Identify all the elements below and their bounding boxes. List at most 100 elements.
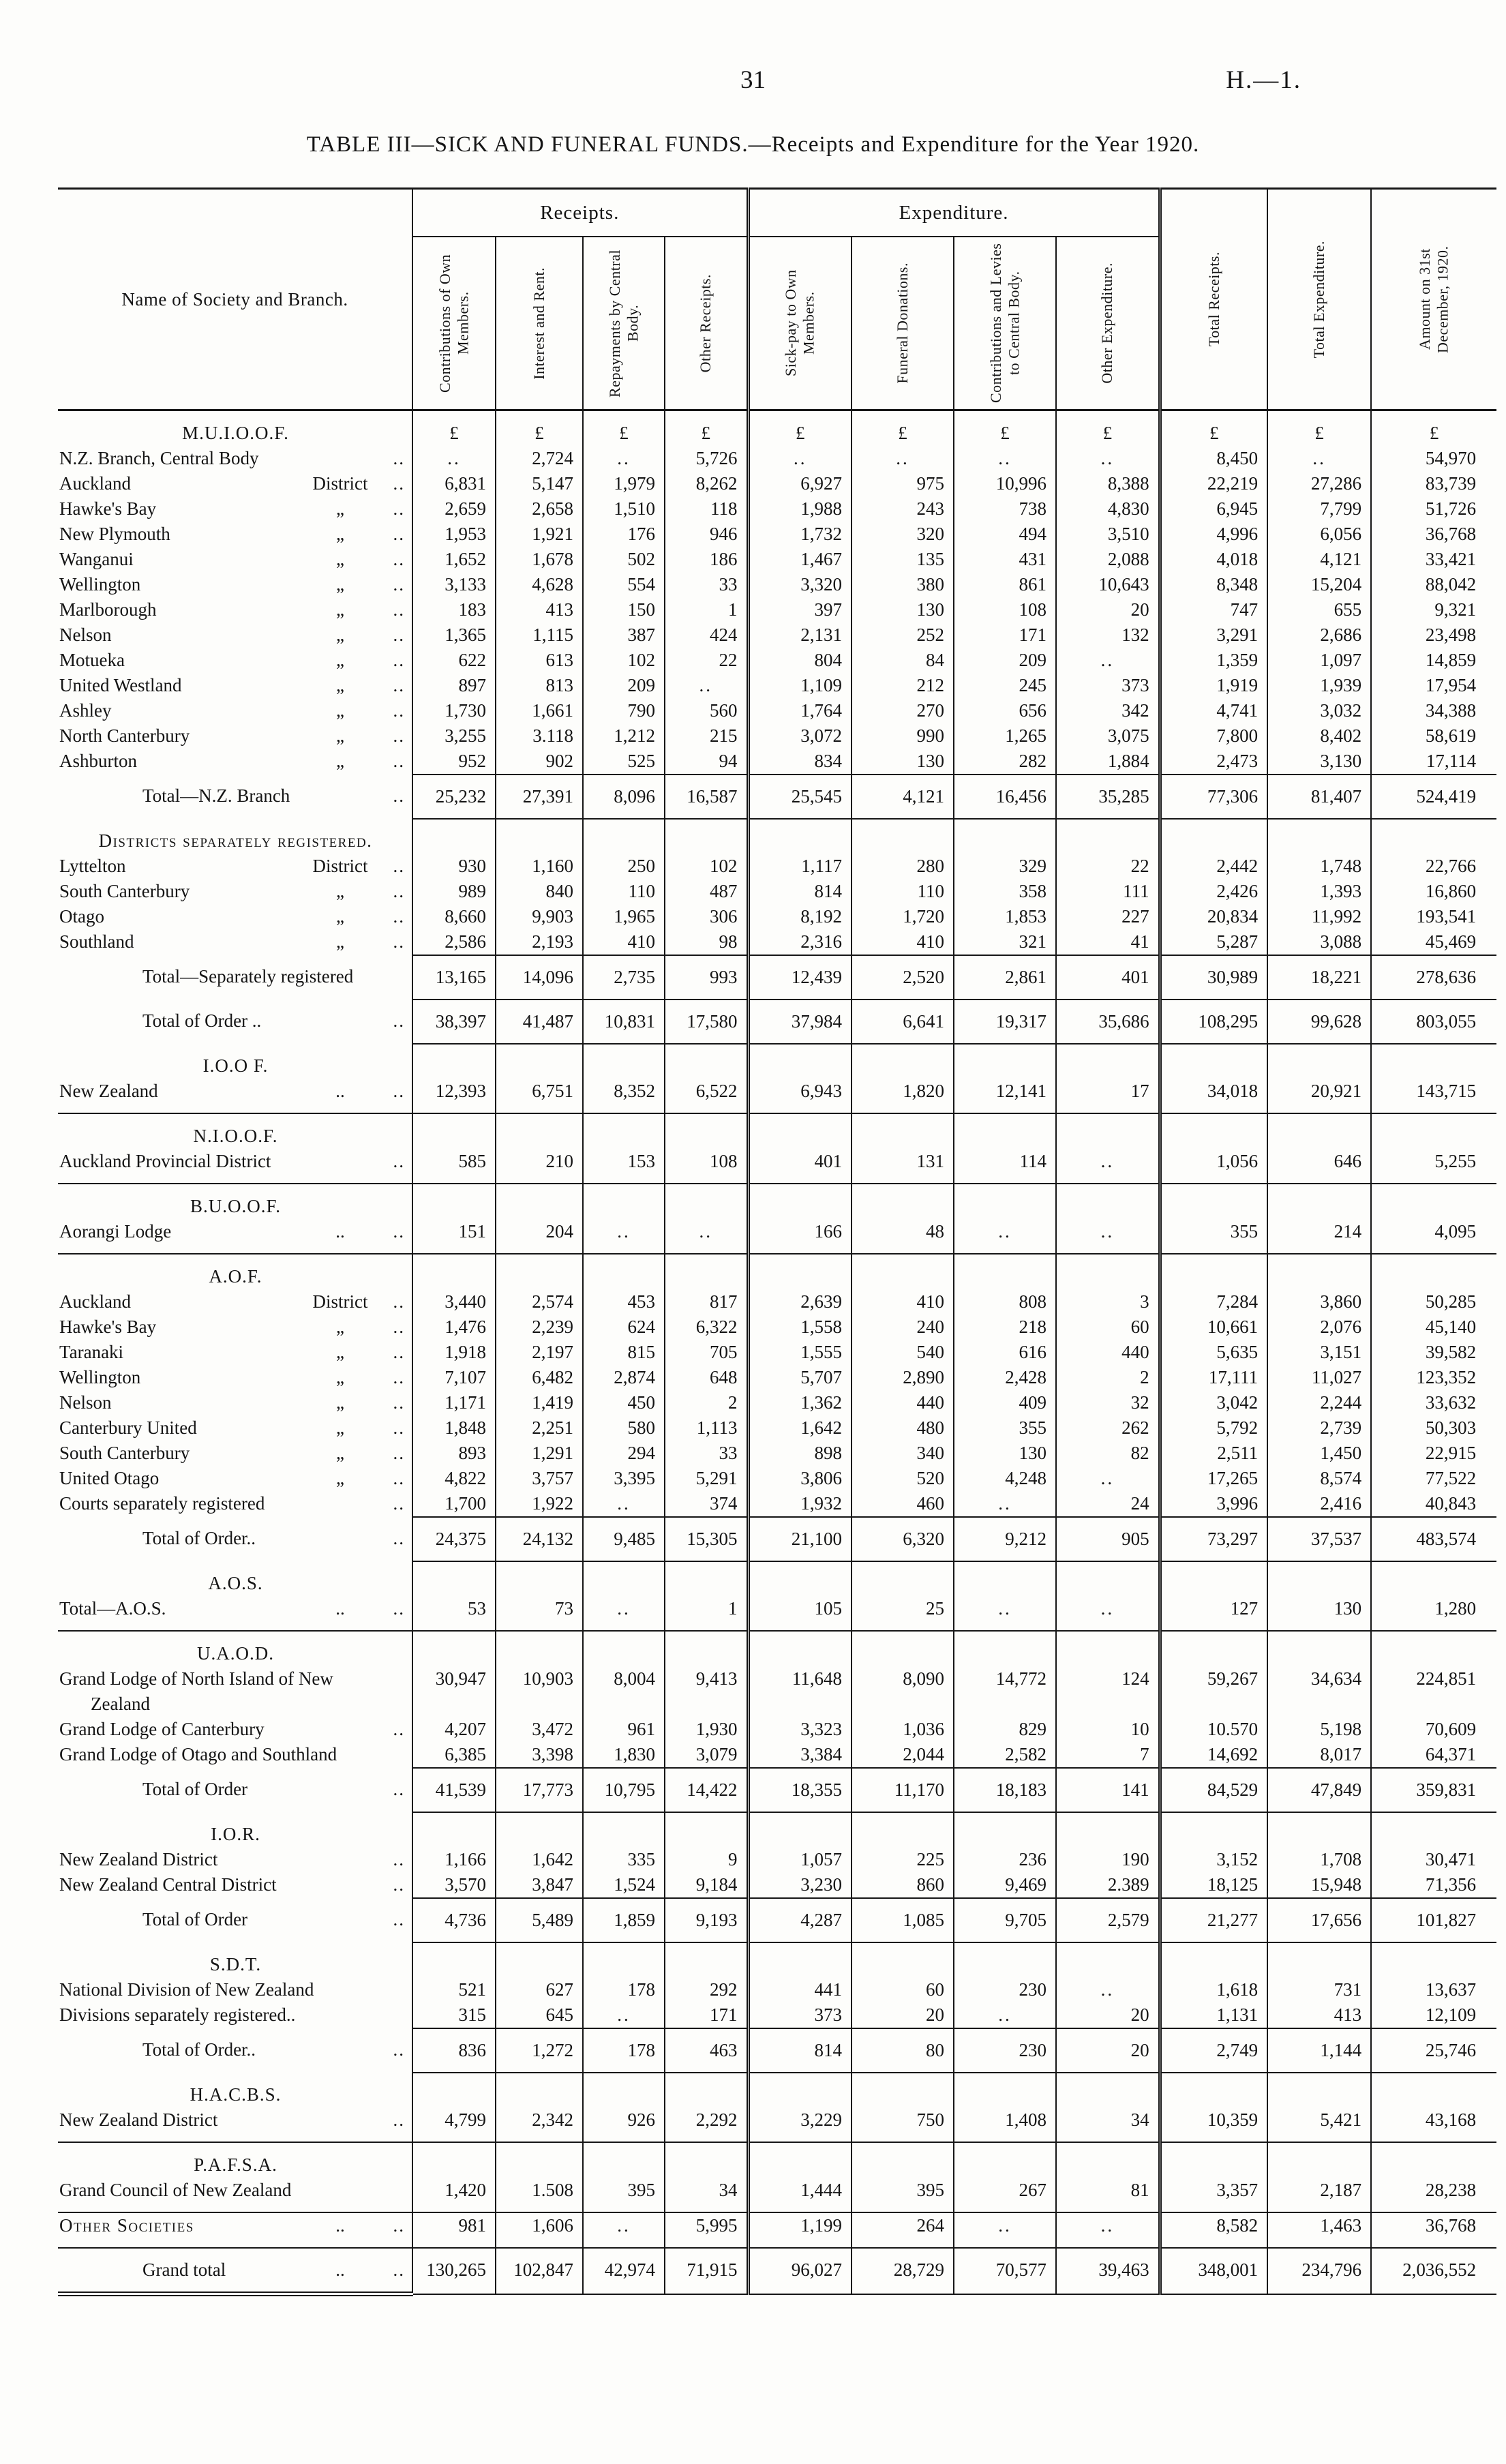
value-cell: 813 xyxy=(495,673,583,698)
data-row: Total—A.O.S..... 53 73.. 1 105 25.... 127 130 1,… xyxy=(58,1596,1497,1632)
data-row: Divisions separately registered.. 315 645.… xyxy=(58,2002,1497,2028)
value-cell: 111 xyxy=(1055,879,1160,904)
value-cell: 11,027 xyxy=(1267,1365,1372,1390)
value-cell: 37,537 xyxy=(1267,1516,1372,1562)
value-cell: .. xyxy=(1055,1977,1160,2002)
value-cell: 645 xyxy=(495,2002,583,2028)
row-label-ditto: „ xyxy=(336,1392,344,1413)
value-cell xyxy=(1267,1113,1372,1149)
value-cell: 135 xyxy=(851,547,954,572)
value-cell: 1,979 xyxy=(582,471,665,496)
value-cell: 3,042 xyxy=(1158,1390,1268,1415)
value-cell: 521 xyxy=(412,1977,496,2002)
value-cell: 60 xyxy=(851,1977,954,2002)
row-label-cell: North Canterbury „.. xyxy=(58,723,412,749)
table-head: Name of Society and Branch. Receipts. Ex… xyxy=(58,188,1497,411)
value-cell xyxy=(582,1942,665,1977)
value-cell: 50,303 xyxy=(1370,1415,1497,1441)
value-cell: 41 xyxy=(1055,929,1160,955)
value-cell: 13,637 xyxy=(1370,1977,1497,2002)
value-cell: 10,359 xyxy=(1158,2107,1268,2143)
value-cell: £ xyxy=(851,410,954,446)
value-cell: 102 xyxy=(582,648,665,673)
value-cell: 1,365 xyxy=(412,622,496,648)
row-label-cell: Grand Lodge of Canterbury.. xyxy=(58,1717,412,1742)
value-cell: 102,847 xyxy=(495,2247,583,2295)
value-cell: 60 xyxy=(1055,1314,1160,1340)
data-row: Nelson „.. 1,365 1,115 387 424 2,131 252 171 132 3… xyxy=(58,622,1497,648)
value-cell: 70,577 xyxy=(953,2247,1057,2295)
value-cell: 4,121 xyxy=(1267,547,1372,572)
row-label: New Zealand District.. xyxy=(59,1847,412,1872)
row-label-ditto: „ xyxy=(336,650,344,670)
value-cell: 10,795 xyxy=(582,1767,665,1813)
value-cell: 2 xyxy=(663,1390,749,1415)
value-cell: 2,044 xyxy=(851,1742,954,1768)
value-cell: 218 xyxy=(953,1314,1057,1340)
leader-dots: .. xyxy=(393,1849,405,1869)
value-cell xyxy=(851,1254,954,1289)
row-label-cell: United Otago „.. xyxy=(58,1466,412,1491)
data-row: Wanganui „.. 1,652 1,678 502 186 1,467 135 431 2,… xyxy=(58,547,1497,572)
value-cell: 12,109 xyxy=(1370,2002,1497,2028)
value-cell: 397 xyxy=(746,597,852,622)
value-cell: 450 xyxy=(582,1390,665,1415)
row-label: Divisions separately registered.. xyxy=(59,2002,412,2028)
section-row: N.I.O.O.F. xyxy=(58,1113,1497,1149)
value-cell: 613 xyxy=(495,648,583,673)
value-cell: 14,096 xyxy=(495,955,583,1000)
value-cell: 3,075 xyxy=(1055,723,1160,749)
value-cell: 70,609 xyxy=(1370,1717,1497,1742)
value-cell: 190 xyxy=(1055,1847,1160,1872)
value-cell: 282 xyxy=(953,749,1057,775)
value-cell: 7 xyxy=(1055,1742,1160,1768)
row-label-text: Total—Separately registered xyxy=(142,966,354,987)
section-heading: A.O.F. xyxy=(209,1266,262,1287)
value-cell: 6,945 xyxy=(1158,496,1268,522)
row-label-cell: Total—N.Z. Branch.. xyxy=(58,775,412,819)
value-cell: 401 xyxy=(1055,955,1160,1000)
value-cell xyxy=(1370,2142,1497,2178)
value-cell: 12,439 xyxy=(746,955,852,1000)
value-cell: 1,558 xyxy=(746,1314,852,1340)
value-cell: 5,198 xyxy=(1267,1717,1372,1742)
value-cell: 110 xyxy=(582,879,665,904)
value-cell: 2,582 xyxy=(953,1742,1057,1768)
value-cell: 655 xyxy=(1267,597,1372,622)
value-cell: 1,642 xyxy=(495,1847,583,1872)
value-cell: 7,799 xyxy=(1267,496,1372,522)
value-cell: 1,764 xyxy=(746,698,852,723)
value-cell: 10,903 xyxy=(495,1666,583,1717)
value-cell: 8,402 xyxy=(1267,723,1372,749)
value-cell: 4,018 xyxy=(1158,547,1268,572)
value-cell: 320 xyxy=(851,522,954,547)
row-label-text: Other Societies xyxy=(59,2215,194,2236)
leader-dots: .. xyxy=(393,1719,405,1739)
value-cell: 34,388 xyxy=(1370,698,1497,723)
value-cell: 440 xyxy=(1055,1340,1160,1365)
value-cell xyxy=(1267,2073,1372,2107)
row-label-cell: Districts separately registered. xyxy=(58,819,412,854)
leader-dots: .. xyxy=(393,498,405,519)
row-label: Wellington „.. xyxy=(59,572,412,597)
row-label-text: Auckland xyxy=(59,473,131,494)
value-cell: 1,476 xyxy=(412,1314,496,1340)
value-cell: 80 xyxy=(851,2028,954,2073)
value-cell: 893 xyxy=(412,1441,496,1466)
value-cell: 1,930 xyxy=(663,1717,749,1742)
row-label-ditto: .. xyxy=(335,2215,345,2236)
value-cell: 4,741 xyxy=(1158,698,1268,723)
leader-dots: .. xyxy=(393,1468,405,1488)
value-cell xyxy=(1055,1113,1160,1149)
value-cell xyxy=(412,819,496,854)
page-header: 31 H.—1. xyxy=(0,65,1506,104)
value-cell: 45,140 xyxy=(1370,1314,1497,1340)
data-row: Other Societies.... 981 1,606.. 5,995 1,199 2… xyxy=(58,2212,1497,2249)
value-cell: 1,921 xyxy=(495,522,583,547)
value-cell: 540 xyxy=(851,1340,954,1365)
row-label-ditto: „ xyxy=(336,1342,344,1362)
value-cell xyxy=(582,2073,665,2107)
value-cell xyxy=(1370,819,1497,854)
section-row: U.A.O.D. xyxy=(58,1631,1497,1666)
value-cell: 2,579 xyxy=(1055,1897,1160,1943)
